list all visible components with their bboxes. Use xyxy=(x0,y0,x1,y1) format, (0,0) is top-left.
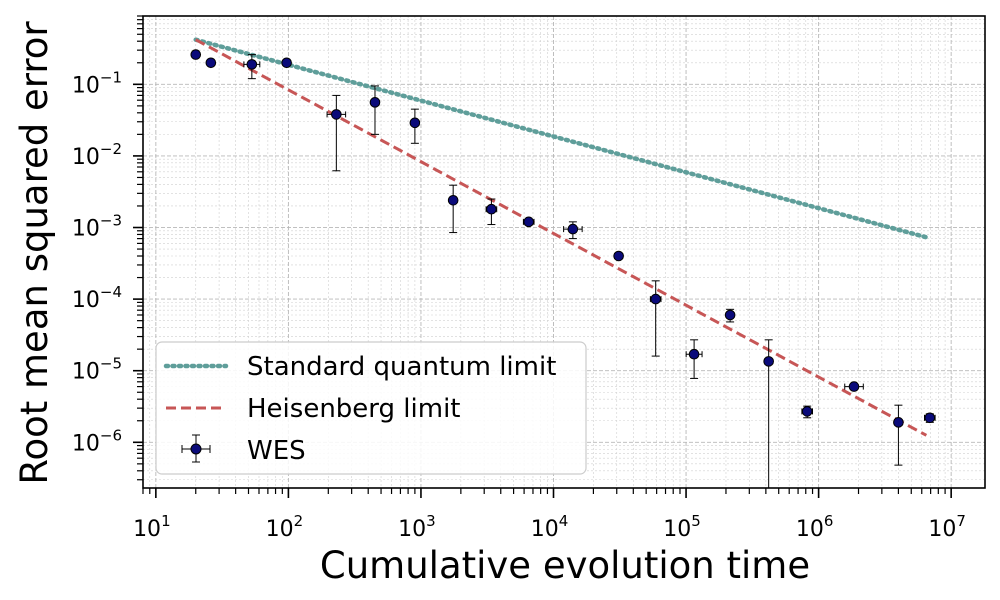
wes-marker xyxy=(801,406,813,417)
wes-point xyxy=(844,381,864,392)
x-tick-label: 102 xyxy=(266,512,304,542)
wes-point xyxy=(763,339,774,488)
wes-marker xyxy=(567,223,579,235)
wes-point xyxy=(649,280,662,357)
legend-label-wes: WES xyxy=(247,436,306,466)
wes-marker xyxy=(369,97,381,108)
wes-marker xyxy=(281,57,292,69)
wes-point xyxy=(522,216,535,228)
y-tick-label: 10−6 xyxy=(72,426,122,456)
x-tick-label: 101 xyxy=(133,512,171,542)
wes-marker xyxy=(924,412,936,424)
x-tick-label: 104 xyxy=(531,512,569,542)
wes-marker xyxy=(486,203,497,215)
wes-point xyxy=(685,339,703,379)
plot-frame xyxy=(142,15,986,489)
wes-marker xyxy=(190,49,202,60)
wes-point xyxy=(447,184,459,234)
series-lines xyxy=(193,37,929,437)
wes-point xyxy=(923,412,936,424)
wes-marker xyxy=(688,348,700,360)
tick-labels: 101 102 103 104 105 106 107 10−1 10−2 10−3 10−4 10−… xyxy=(72,68,966,542)
x-tick-label: 105 xyxy=(663,512,701,542)
wes-point xyxy=(369,85,381,135)
wes-marker xyxy=(613,250,624,262)
wes-point xyxy=(563,221,583,240)
wes-point xyxy=(326,94,347,172)
x-tick-label: 107 xyxy=(928,512,966,542)
wes-point xyxy=(409,108,421,144)
wes-marker xyxy=(724,309,736,321)
legend-label-heisenberg-limit: Heisenberg limit xyxy=(247,394,460,424)
wes-marker xyxy=(763,356,774,367)
wes-point xyxy=(190,49,202,60)
wes-marker xyxy=(447,194,459,206)
y-tick-label: 10−3 xyxy=(72,212,122,242)
y-tick-label: 10−1 xyxy=(72,68,122,98)
wes-marker xyxy=(848,381,860,392)
wes-marker xyxy=(650,293,661,305)
wes-point xyxy=(801,405,813,419)
x-axis-title: Cumulative evolution time xyxy=(320,544,810,587)
y-axis-title: Root mean squared error xyxy=(13,21,56,485)
axis-ticks xyxy=(133,15,952,498)
legend-box xyxy=(155,341,587,475)
legend-label-standard-quantum-limit: Standard quantum limit xyxy=(247,352,556,382)
wes-point xyxy=(613,250,624,262)
wes-point xyxy=(243,54,261,80)
wes-points xyxy=(190,49,936,488)
wes-point xyxy=(205,57,217,69)
wes-marker xyxy=(246,59,258,70)
wes-marker xyxy=(205,57,217,69)
wes-point xyxy=(485,198,498,226)
wes-point xyxy=(893,404,904,466)
legend: Standard quantum limit Heisenberg limit … xyxy=(155,341,587,475)
wes-marker xyxy=(331,109,342,120)
legend-swatch-wes xyxy=(181,434,211,463)
wes-point xyxy=(281,57,292,69)
wes-point xyxy=(724,308,736,323)
heisenberg-limit-line xyxy=(195,38,928,437)
wes-marker xyxy=(409,117,421,129)
y-tick-label: 10−4 xyxy=(72,283,122,313)
y-tick-label: 10−5 xyxy=(72,355,122,385)
wes-marker xyxy=(893,417,904,428)
wes-marker xyxy=(523,216,535,228)
y-tick-label: 10−2 xyxy=(72,140,122,170)
x-tick-label: 103 xyxy=(398,512,436,542)
x-tick-label: 106 xyxy=(796,512,834,542)
standard-quantum-limit-line xyxy=(193,37,929,240)
